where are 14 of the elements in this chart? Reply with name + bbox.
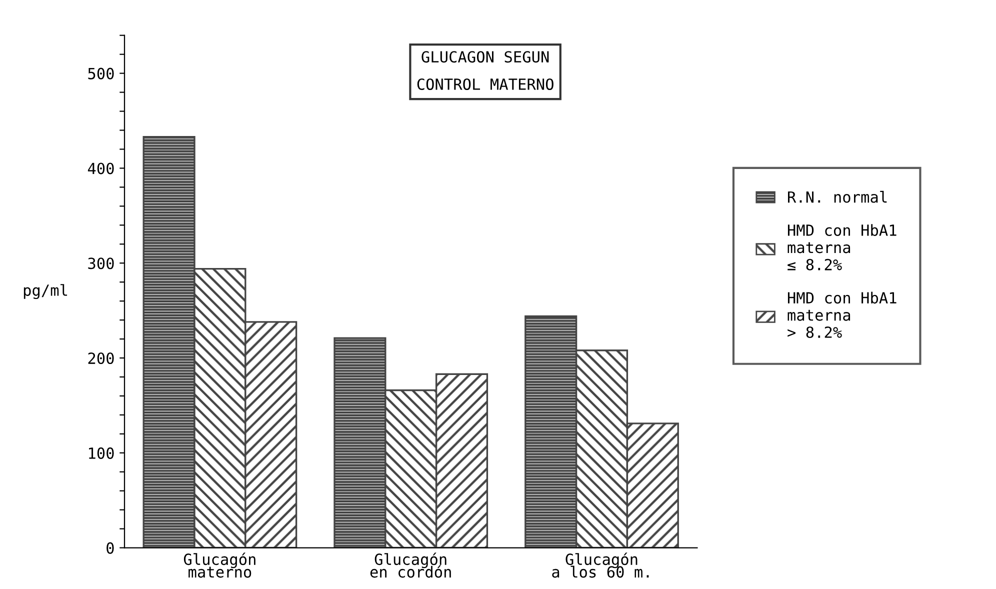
y-tick-label: 0 xyxy=(106,542,114,554)
text: GLUCAGON SEGUN CONTROL MATERNO xyxy=(417,51,554,90)
y-axis-title: pg/ml xyxy=(24,284,68,300)
x-tick-label: Glucagón a los 60 m. xyxy=(552,552,649,578)
y-tick-label: 500 xyxy=(88,68,114,80)
legend-label: HMD con HbA1 materna > 8.2% xyxy=(788,292,896,338)
y-tick-label: 300 xyxy=(88,258,114,270)
x-tick-label: Glucagón materno xyxy=(184,552,256,578)
x-tick-label: Glucagón en cordón xyxy=(370,552,451,578)
legend-label: R.N. normal xyxy=(788,190,887,203)
legend-label: HMD con HbA1 materna ≤ 8.2% xyxy=(788,224,896,270)
y-tick-label: 100 xyxy=(89,447,114,459)
y-tick-label: 200 xyxy=(88,352,114,364)
y-tick-label: 400 xyxy=(88,162,114,174)
